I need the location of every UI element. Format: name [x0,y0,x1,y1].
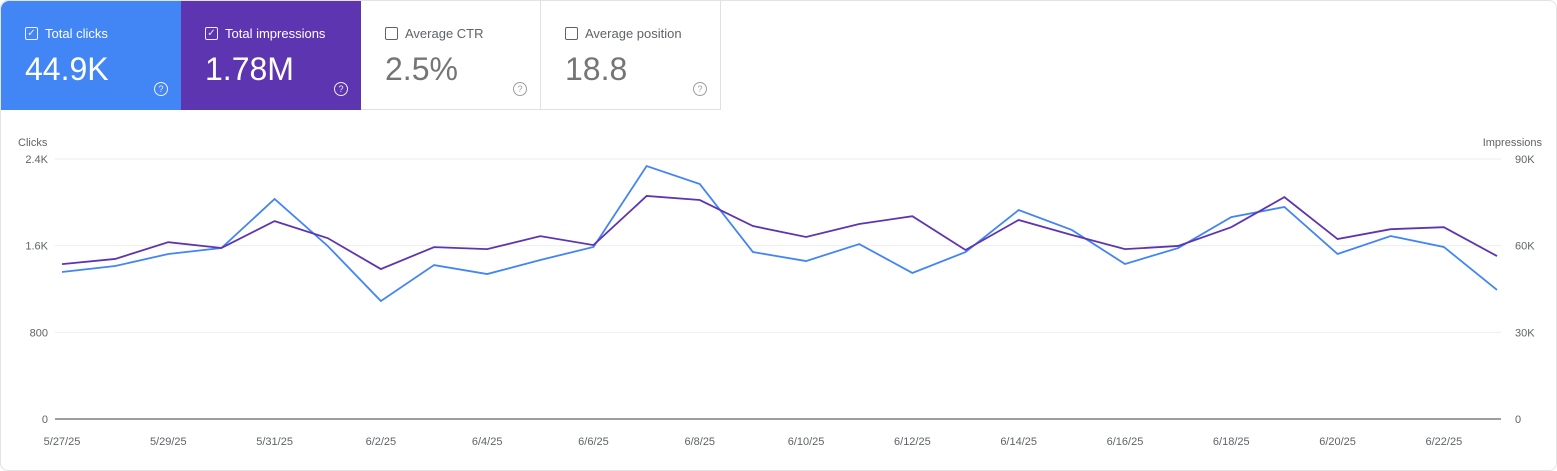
metric-value: 2.5% [385,51,458,87]
metric-label: Total clicks [45,26,108,41]
x-tick-label: 6/10/25 [788,436,825,448]
x-tick-label: 6/22/25 [1426,436,1463,448]
x-tick-label: 6/2/25 [366,436,397,448]
x-tick-label: 5/29/25 [150,436,187,448]
right-tick-label: 0 [1515,414,1521,426]
x-tick-label: 5/27/25 [44,436,81,448]
x-tick-label: 6/14/25 [1000,436,1037,448]
x-tick-label: 6/16/25 [1107,436,1144,448]
x-tick-label: 6/20/25 [1319,436,1356,448]
metric-card-average-position[interactable]: Average position 18.8 ? [541,1,721,110]
help-icon[interactable]: ? [693,82,707,96]
right-axis-label: Impressions [1483,137,1543,149]
x-tick-label: 6/18/25 [1213,436,1250,448]
metric-value: 44.9K [25,51,109,87]
left-tick-label: 0 [42,414,48,426]
help-icon[interactable]: ? [154,82,168,96]
left-axis-label: Clicks [18,137,48,149]
metric-label: Average CTR [405,26,484,41]
checkbox-icon[interactable]: ✓ [25,27,38,40]
right-tick-label: 90K [1515,154,1535,166]
left-tick-label: 2.4K [25,154,48,166]
x-tick-label: 6/8/25 [684,436,715,448]
metric-label: Average position [585,26,682,41]
x-tick-label: 6/4/25 [472,436,503,448]
help-icon[interactable]: ? [334,82,348,96]
metric-card-average-ctr[interactable]: Average CTR 2.5% ? [361,1,541,110]
left-tick-label: 800 [30,327,48,339]
checkbox-icon[interactable]: ✓ [205,27,218,40]
right-tick-label: 30K [1515,327,1535,339]
metric-card-total-clicks[interactable]: ✓ Total clicks 44.9K ? [1,1,181,110]
metric-value: 1.78M [205,51,294,87]
metric-card-total-impressions[interactable]: ✓ Total impressions 1.78M ? [181,1,361,110]
clicks-line [61,164,1498,303]
metric-value: 18.8 [565,51,628,87]
x-tick-label: 6/12/25 [894,436,931,448]
right-tick-label: 60K [1515,241,1535,253]
x-tick-label: 5/31/25 [256,436,293,448]
checkbox-icon[interactable] [565,27,578,40]
help-icon[interactable]: ? [513,82,527,96]
checkbox-icon[interactable] [385,27,398,40]
x-tick-label: 6/6/25 [578,436,609,448]
left-tick-label: 1.6K [25,241,48,253]
impressions-line [61,195,1498,271]
metric-label: Total impressions [225,26,326,41]
metric-cards: ✓ Total clicks 44.9K ? ✓ Total impressions… [1,1,721,110]
